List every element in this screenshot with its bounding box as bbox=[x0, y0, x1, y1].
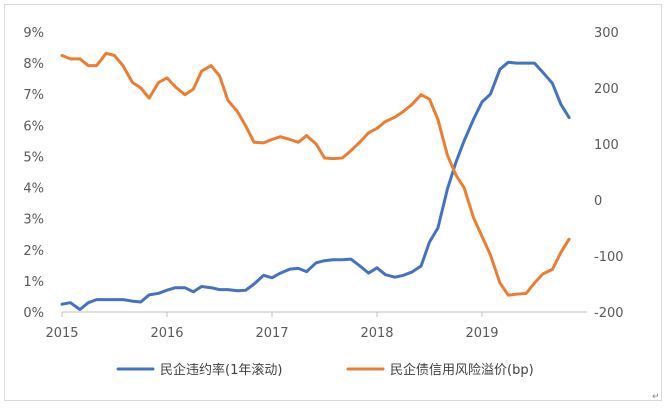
legend-label-2: 民企债信用风险溢价(bp) bbox=[390, 362, 534, 378]
axes: 0% 1% 2% 3% 4% 5% 6% 7% 8% 9% -200 -100 0 100 200 300 20… bbox=[23, 26, 623, 341]
left-y-tick-label: 8% bbox=[23, 57, 44, 72]
x-tick-label: 2019 bbox=[465, 326, 498, 341]
left-y-tick-label: 2% bbox=[23, 244, 44, 259]
left-y-tick-label: 9% bbox=[23, 26, 44, 41]
left-y-tick-label: 0% bbox=[23, 306, 44, 321]
x-tick-label: 2016 bbox=[150, 326, 183, 341]
legend: 民企违约率(1年滚动) 民企债信用风险溢价(bp) bbox=[116, 362, 534, 378]
left-y-tick-label: 4% bbox=[23, 182, 44, 197]
right-y-tick-label: 200 bbox=[594, 82, 619, 97]
left-y-tick-label: 3% bbox=[23, 213, 44, 228]
right-y-tick-label: 100 bbox=[594, 138, 619, 153]
left-y-tick-label: 5% bbox=[23, 150, 44, 165]
x-tick-label: 2015 bbox=[45, 326, 78, 341]
left-y-tick-label: 6% bbox=[23, 119, 44, 134]
return-mark: ↵ bbox=[652, 392, 660, 402]
legend-label-1: 民企违约率(1年滚动) bbox=[160, 362, 282, 378]
right-y-tick-label: -200 bbox=[594, 306, 624, 321]
left-y-tick-label: 7% bbox=[23, 88, 44, 103]
x-tick-label: 2017 bbox=[255, 326, 288, 341]
right-y-tick-label: -100 bbox=[594, 250, 624, 265]
series-line-2 bbox=[60, 51, 571, 297]
chart-frame bbox=[4, 4, 662, 401]
right-y-tick-label: 300 bbox=[594, 26, 619, 41]
left-y-tick-label: 1% bbox=[23, 275, 44, 290]
series-line-1 bbox=[60, 60, 571, 311]
x-tick-label: 2018 bbox=[360, 326, 393, 341]
right-y-tick-label: 0 bbox=[594, 194, 602, 209]
plot-area bbox=[60, 51, 571, 311]
